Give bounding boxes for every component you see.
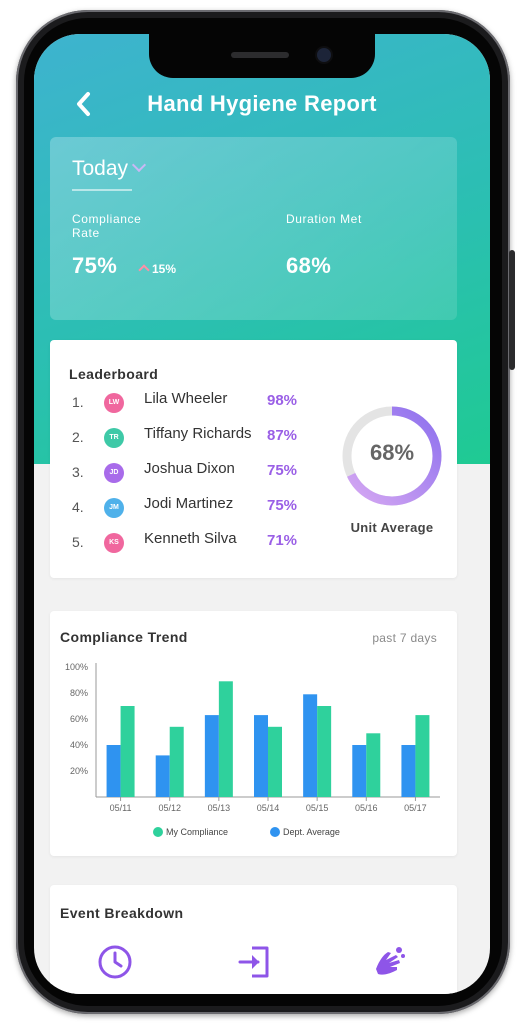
- period-underline: [72, 189, 132, 191]
- avatar: JD: [104, 463, 124, 483]
- compliance-rate-label: Compliance Rate: [72, 212, 142, 240]
- chevron-down-icon: [131, 157, 147, 173]
- user-name: Jodi Martinez: [144, 495, 234, 512]
- duration-met-label: Duration Met: [286, 212, 362, 226]
- y-tick-label: 40%: [70, 740, 88, 750]
- y-tick-label: 60%: [70, 714, 88, 724]
- bar-my-compliance: [366, 733, 381, 797]
- legend-dept-average: Dept. Average: [270, 827, 340, 837]
- bar-dept-average: [204, 715, 219, 797]
- summary-card: Today Compliance Rate 75% 15% Duration M…: [50, 137, 457, 320]
- avatar: JM: [104, 498, 124, 518]
- bar-dept-average: [352, 745, 367, 797]
- back-button[interactable]: [70, 88, 98, 120]
- user-compliance: 71%: [267, 532, 298, 549]
- user-name: Joshua Dixon: [144, 460, 235, 477]
- avatar: LW: [104, 393, 124, 413]
- bar-dept-average: [303, 694, 318, 797]
- compliance-trend-card: Compliance Trend past 7 days 20% 40% 60% 80…: [50, 611, 457, 856]
- unit-average-label: Unit Average: [350, 520, 434, 535]
- y-tick-label: 20%: [70, 766, 88, 776]
- compliance-delta-value: 15%: [152, 262, 177, 276]
- x-tick-label: 05/15: [306, 803, 329, 813]
- legend-swatch: [270, 827, 280, 837]
- app-screen: Hand Hygiene Report Today Compliance Rat…: [34, 34, 490, 994]
- bar-my-compliance: [169, 726, 184, 797]
- unit-average-donut: 68%: [340, 404, 444, 508]
- avatar: KS: [104, 533, 124, 553]
- rank: 5.: [72, 534, 84, 550]
- leaderboard-row[interactable]: 2. TR Tiffany Richards 87%: [72, 425, 312, 451]
- rank: 4.: [72, 499, 84, 515]
- page-title: Hand Hygiene Report: [147, 91, 377, 116]
- bar-my-compliance: [415, 715, 430, 797]
- chart-legend: My Compliance Dept. Average: [50, 827, 457, 841]
- chevron-left-icon: [77, 92, 90, 116]
- avatar: TR: [104, 428, 124, 448]
- side-button: [509, 250, 515, 370]
- x-tick-label: 05/14: [257, 803, 280, 813]
- trend-range: past 7 days: [372, 631, 437, 645]
- legend-my-compliance: My Compliance: [153, 827, 228, 837]
- compliance-trend-chart: 20% 40% 60% 80% 100% 05/11 05/12 05/13 05/14 05/1…: [65, 662, 440, 813]
- x-tick-label: 05/17: [404, 803, 427, 813]
- user-name: Tiffany Richards: [144, 425, 252, 442]
- bar-my-compliance: [218, 681, 233, 797]
- bar-my-compliance: [120, 706, 135, 797]
- period-selector[interactable]: Today: [72, 155, 147, 183]
- leaderboard-row[interactable]: 3. JD Joshua Dixon 75%: [72, 460, 312, 486]
- user-name: Lila Wheeler: [144, 390, 228, 407]
- compliance-rate-value: 75%: [72, 253, 118, 278]
- bar-dept-average: [155, 755, 170, 797]
- front-camera: [317, 48, 331, 62]
- user-compliance: 75%: [267, 497, 298, 514]
- y-tick-label: 80%: [70, 688, 88, 698]
- trend-title: Compliance Trend: [60, 629, 188, 645]
- entry-icon[interactable]: [236, 943, 274, 981]
- header: Hand Hygiene Report: [34, 86, 490, 122]
- bar-dept-average: [254, 715, 268, 797]
- event-breakdown-card: Event Breakdown: [50, 885, 457, 994]
- user-name: Kenneth Silva: [144, 530, 237, 547]
- bar-dept-average: [401, 745, 416, 797]
- bar-dept-average: [106, 745, 121, 797]
- compliance-delta: 15%: [138, 262, 177, 276]
- rank: 1.: [72, 394, 84, 410]
- leaderboard-title: Leaderboard: [69, 366, 159, 382]
- notch: [149, 34, 375, 78]
- x-tick-label: 05/13: [208, 803, 231, 813]
- user-compliance: 75%: [267, 462, 298, 479]
- bar-my-compliance: [268, 726, 282, 797]
- unit-average-value: 68%: [369, 440, 415, 465]
- legend-label: Dept. Average: [283, 827, 340, 837]
- leaderboard-row[interactable]: 1. LW Lila Wheeler 98%: [72, 390, 312, 416]
- rank: 2.: [72, 429, 84, 445]
- speaker-grille: [231, 52, 289, 58]
- leaderboard-row[interactable]: 4. JM Jodi Martinez 75%: [72, 495, 312, 521]
- x-tick-label: 05/16: [355, 803, 378, 813]
- rank: 3.: [72, 464, 84, 480]
- arrow-up-icon: [138, 264, 150, 276]
- donut-chart: [342, 406, 442, 506]
- event-breakdown-title: Event Breakdown: [60, 905, 184, 921]
- period-label: Today: [72, 157, 129, 180]
- duration-met-value: 68%: [286, 253, 332, 278]
- clock-icon[interactable]: [96, 943, 134, 981]
- x-tick-label: 05/11: [110, 803, 132, 813]
- y-tick-label: 100%: [65, 662, 88, 672]
- user-compliance: 98%: [267, 392, 298, 409]
- legend-swatch: [153, 827, 163, 837]
- leaderboard-row[interactable]: 5. KS Kenneth Silva 71%: [72, 530, 312, 556]
- x-tick-label: 05/12: [158, 803, 181, 813]
- donut-arc: [342, 406, 442, 506]
- handwash-icon[interactable]: [370, 943, 408, 981]
- bar-my-compliance: [317, 706, 332, 797]
- legend-label: My Compliance: [166, 827, 229, 837]
- user-compliance: 87%: [267, 427, 298, 444]
- leaderboard-card: Leaderboard 1. LW Lila Wheeler 98% 2. TR…: [50, 340, 457, 578]
